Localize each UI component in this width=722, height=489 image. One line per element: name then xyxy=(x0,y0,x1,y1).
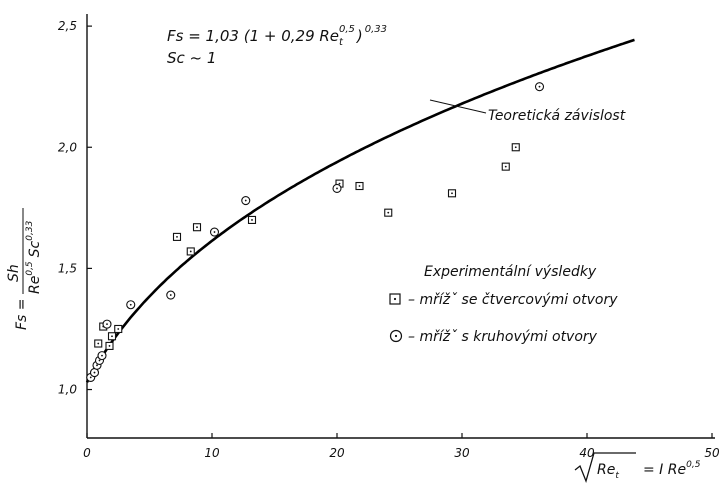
data-markers xyxy=(86,82,545,382)
formula-sub: t xyxy=(339,37,344,48)
legend-label-square: – mřížˇ se čtvercovými otvory xyxy=(408,292,618,308)
circle-marker-dot xyxy=(98,359,101,362)
x-label-radicand: Re xyxy=(597,462,615,478)
y-label-den-a: Re xyxy=(27,276,43,294)
circle-marker-dot xyxy=(129,303,132,306)
x-tick-label: 30 xyxy=(454,446,470,460)
circle-marker-dot xyxy=(244,199,247,202)
y-axis-label: Fs = Sh Re0,5 Sc0,33 xyxy=(6,208,43,330)
x-tick-label: 10 xyxy=(204,446,220,460)
circle-marker-dot xyxy=(93,371,96,374)
x-label-rhs: = I Re xyxy=(643,462,686,478)
x-tick-label: 50 xyxy=(704,446,720,460)
square-marker-dot xyxy=(196,226,198,229)
legend-circle-icon-dot xyxy=(394,334,398,338)
circle-marker-dot xyxy=(89,376,92,379)
formula-close: ) xyxy=(356,27,363,45)
y-label-den-b: Sc xyxy=(27,240,43,257)
square-marker-dot xyxy=(387,211,390,214)
formula-sup2: 0,33 xyxy=(365,24,387,35)
x-tick-label: 40 xyxy=(579,446,595,460)
x-label-radicand-sub: t xyxy=(615,471,619,481)
svg-text:Re0,5Sc0,33: Re0,5 Sc0,33 xyxy=(25,220,43,294)
curve-label: Teoretická závislost xyxy=(488,108,626,124)
x-axis-label: Ret = I Re0,5 xyxy=(574,452,701,484)
legend-circle-icon xyxy=(389,329,403,343)
curve-label-leader xyxy=(429,99,487,114)
circle-marker-dot xyxy=(213,231,216,233)
circle-marker-dot xyxy=(106,323,108,326)
circle-marker-dot xyxy=(169,294,172,296)
square-marker-dot xyxy=(358,185,361,187)
circle-marker-dot xyxy=(101,354,103,357)
y-label-lhs: Fs = xyxy=(14,298,30,330)
square-marker-dot xyxy=(504,165,507,168)
svg-text:Fs = 1,03 (1 + 0,29 Ret0,5)0,3: Fs = 1,03 (1 + 0,29 Ret 0,5) 0,33 xyxy=(167,24,387,48)
circle-marker-dot xyxy=(538,85,541,88)
legend: Experimentální výsledky – mřížˇ se čtver… xyxy=(389,264,618,345)
square-marker-dot xyxy=(189,250,192,253)
square-marker-dot xyxy=(97,342,100,345)
formula-main: Fs = 1,03 (1 + 0,29 Re xyxy=(167,27,339,45)
formula-sup1: 0,5 xyxy=(339,24,355,35)
legend-square-icon xyxy=(389,293,401,305)
legend-label-circle: – mřížˇ s kruhovými otvory xyxy=(408,329,598,345)
legend-title: Experimentální výsledky xyxy=(424,264,597,280)
y-ticks: 1,0 1,5 2,0 2,5 xyxy=(58,19,92,397)
y-label-den-a-sup: 0,5 xyxy=(25,261,35,276)
square-marker-dot xyxy=(338,182,341,185)
legend-square-icon-dot xyxy=(393,297,397,301)
square-marker-dot xyxy=(108,345,111,347)
square-marker-dot xyxy=(251,219,253,221)
square-marker-dot xyxy=(117,328,120,330)
y-tick-label: 2,5 xyxy=(58,19,77,33)
y-label-den-b-sup: 0,33 xyxy=(25,220,35,240)
formula: Fs = 1,03 (1 + 0,29 Ret 0,5) 0,33 Sc ~ 1 xyxy=(167,24,387,67)
square-marker-dot xyxy=(451,192,453,195)
svg-text:Ret: Ret xyxy=(597,462,619,481)
square-marker-dot xyxy=(111,335,113,338)
circle-marker-dot xyxy=(96,364,98,367)
y-tick-label: 1,0 xyxy=(58,383,77,397)
y-tick-label: 1,5 xyxy=(58,261,77,275)
theory-curve xyxy=(85,38,635,383)
square-marker-dot xyxy=(514,146,517,149)
x-ticks: 0 10 20 30 40 50 xyxy=(83,433,720,460)
formula-line2: Sc ~ 1 xyxy=(167,49,216,67)
x-label-rhs-sup: 0,5 xyxy=(686,460,701,470)
square-marker-dot xyxy=(176,236,178,238)
y-tick-label: 2,0 xyxy=(58,140,77,154)
circle-marker-dot xyxy=(336,187,338,190)
y-label-numerator: Sh xyxy=(6,264,22,282)
radical-sign-icon xyxy=(574,452,636,484)
x-tick-label: 0 xyxy=(83,446,91,460)
svg-text:= I Re0,5: = I Re0,5 xyxy=(643,460,701,478)
x-tick-label: 20 xyxy=(329,446,345,460)
